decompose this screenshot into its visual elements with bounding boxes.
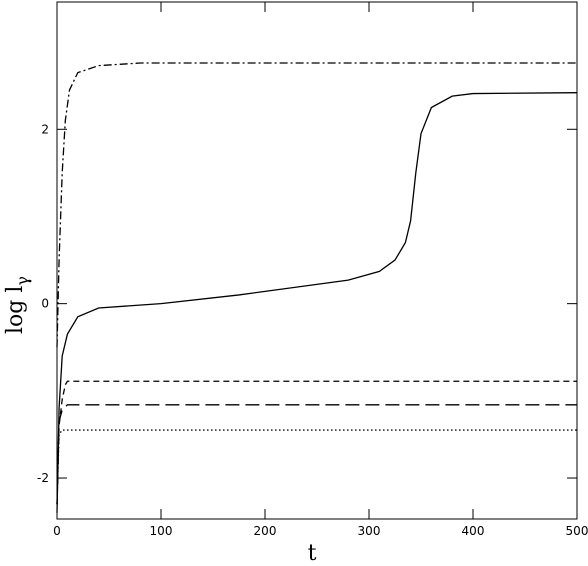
x-tick-label: 100 — [150, 524, 173, 538]
y-tick-label: 0 — [41, 297, 49, 311]
x-tick-label: 500 — [566, 524, 588, 538]
x-tick-label: 300 — [358, 524, 381, 538]
series-line — [56, 429, 577, 505]
y-tick-label: 2 — [41, 122, 49, 136]
series-line — [56, 404, 577, 505]
y-axis-label: log lγ — [3, 276, 32, 334]
series-line — [56, 92, 578, 513]
x-tick-label: 200 — [254, 524, 277, 538]
y-axis-label-main: log l — [3, 286, 28, 334]
y-tick-label: -2 — [37, 471, 49, 485]
series-line — [56, 62, 577, 348]
x-tick-label: 0 — [53, 524, 61, 538]
y-axis-label-sub: γ — [13, 276, 32, 286]
plot-frame — [56, 1, 578, 520]
x-axis-label: t — [308, 541, 317, 566]
x-tick-label: 400 — [462, 524, 485, 538]
series-line — [56, 380, 577, 505]
